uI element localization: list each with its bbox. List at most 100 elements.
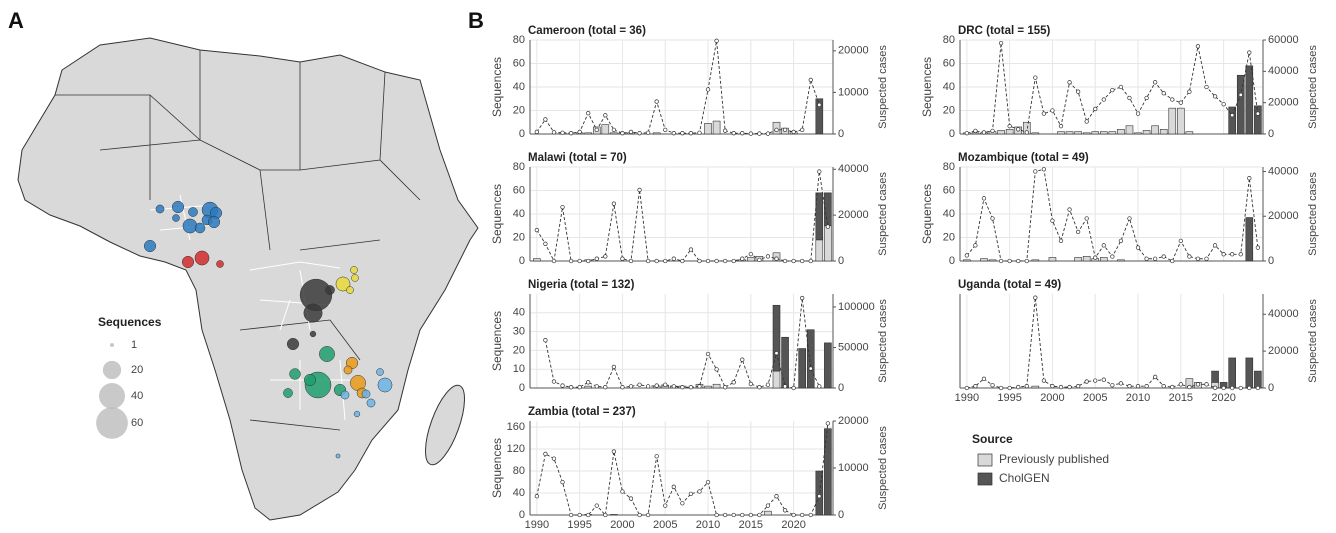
cases-point xyxy=(1050,108,1055,113)
cases-point xyxy=(1101,243,1106,248)
y-tick-label: 0 xyxy=(519,255,525,267)
y-tick-label: 20 xyxy=(513,344,525,356)
bar xyxy=(1031,385,1040,389)
cases-point xyxy=(688,385,694,390)
cases-point xyxy=(990,128,995,134)
cases-point xyxy=(748,512,753,518)
cases-line xyxy=(536,40,820,135)
bar xyxy=(815,239,824,262)
cases-point xyxy=(774,127,779,132)
cases-point xyxy=(645,512,651,518)
cases-point xyxy=(1161,384,1166,389)
cases-point xyxy=(680,501,685,506)
cases-point xyxy=(1110,87,1115,93)
cases-point xyxy=(1050,384,1055,389)
cases-point xyxy=(645,130,651,135)
cases-point xyxy=(731,512,736,518)
cases-point xyxy=(620,489,625,494)
cases-point xyxy=(740,512,745,518)
bubble xyxy=(377,377,393,393)
cases-point xyxy=(1067,80,1072,85)
bar xyxy=(988,259,997,262)
cases-point xyxy=(680,131,685,136)
y-tick-label: 60 xyxy=(513,57,525,69)
cases-point xyxy=(680,258,685,264)
cases-point xyxy=(688,247,694,252)
legend-title: Source xyxy=(972,432,1013,446)
cases-point xyxy=(586,512,591,518)
cases-point xyxy=(1187,89,1192,94)
cases-point xyxy=(731,380,736,385)
y-tick-label: 20 xyxy=(943,231,955,243)
y-tick-label: 20 xyxy=(943,104,955,116)
bar xyxy=(781,336,789,389)
cases-point xyxy=(1230,252,1235,257)
bubble xyxy=(303,373,317,387)
y-axis-label: Sequences xyxy=(490,311,504,371)
cases-point xyxy=(645,258,651,264)
x-tick-label: 2010 xyxy=(1126,392,1150,404)
cases-point xyxy=(1016,258,1021,264)
cases-point xyxy=(577,385,582,390)
bar xyxy=(1125,125,1134,135)
y-tick-label: 40 xyxy=(513,307,525,319)
x-tick-label: 2020 xyxy=(1211,392,1235,404)
bar xyxy=(712,383,721,389)
cases-point xyxy=(586,380,591,385)
bubble xyxy=(155,204,165,214)
cases-point xyxy=(568,385,574,390)
cases-point xyxy=(774,256,779,261)
bar xyxy=(1065,131,1074,135)
bar xyxy=(824,342,832,389)
cases-point xyxy=(663,127,668,132)
cases-point xyxy=(1178,238,1183,244)
y2-axis-label: Suspected cases xyxy=(1307,45,1319,129)
x-tick-label: 2020 xyxy=(781,519,805,531)
panel-title: Uganda (total = 49) xyxy=(958,279,1061,291)
cases-point xyxy=(1041,111,1047,116)
bubble xyxy=(335,453,341,459)
y-tick-label: 160 xyxy=(507,421,525,433)
y-axis-label: Sequences xyxy=(490,184,504,244)
y-axis-label: Sequences xyxy=(490,438,504,498)
bubble xyxy=(303,303,323,323)
cases-point xyxy=(560,130,565,135)
cases-point xyxy=(603,254,608,259)
bar xyxy=(772,370,781,389)
bubble xyxy=(366,398,376,408)
cases-point xyxy=(1170,258,1175,264)
cases-point xyxy=(551,258,557,264)
cases-point xyxy=(594,127,599,132)
y-tick-label: 20 xyxy=(513,104,525,116)
cases-point xyxy=(765,254,771,259)
y-tick-label: 40 xyxy=(943,208,955,220)
y2-tick-label: 40000 xyxy=(1268,308,1299,320)
y-tick-label: 20 xyxy=(513,231,525,243)
bubble xyxy=(376,368,384,376)
cases-point xyxy=(620,256,625,261)
size-legend-title: Sequences xyxy=(98,315,162,329)
cases-point xyxy=(1067,384,1072,390)
bar xyxy=(1211,370,1219,383)
cases-point xyxy=(1033,295,1038,300)
cases-point xyxy=(1101,97,1106,102)
bubble xyxy=(343,365,353,375)
cases-point xyxy=(628,258,634,264)
panel: Mozambique (total = 49) 0 20 40 60 80 0 20000 40… xyxy=(920,152,1319,267)
y-tick-label: 120 xyxy=(507,443,525,455)
cases-point xyxy=(697,130,702,135)
bar xyxy=(1228,106,1236,135)
cases-point xyxy=(1110,254,1115,259)
bubble xyxy=(181,255,195,269)
x-tick-label: 1995 xyxy=(997,392,1021,404)
cases-point xyxy=(603,113,608,118)
continent-outline xyxy=(17,37,479,521)
cases-point xyxy=(782,508,788,513)
cases-point xyxy=(1135,384,1141,389)
bar xyxy=(1074,131,1082,135)
size-legend-bubble xyxy=(109,342,115,348)
cases-point xyxy=(1007,385,1012,391)
cases-point xyxy=(1127,216,1132,221)
cases-point xyxy=(654,383,659,388)
cases-point xyxy=(714,512,719,518)
